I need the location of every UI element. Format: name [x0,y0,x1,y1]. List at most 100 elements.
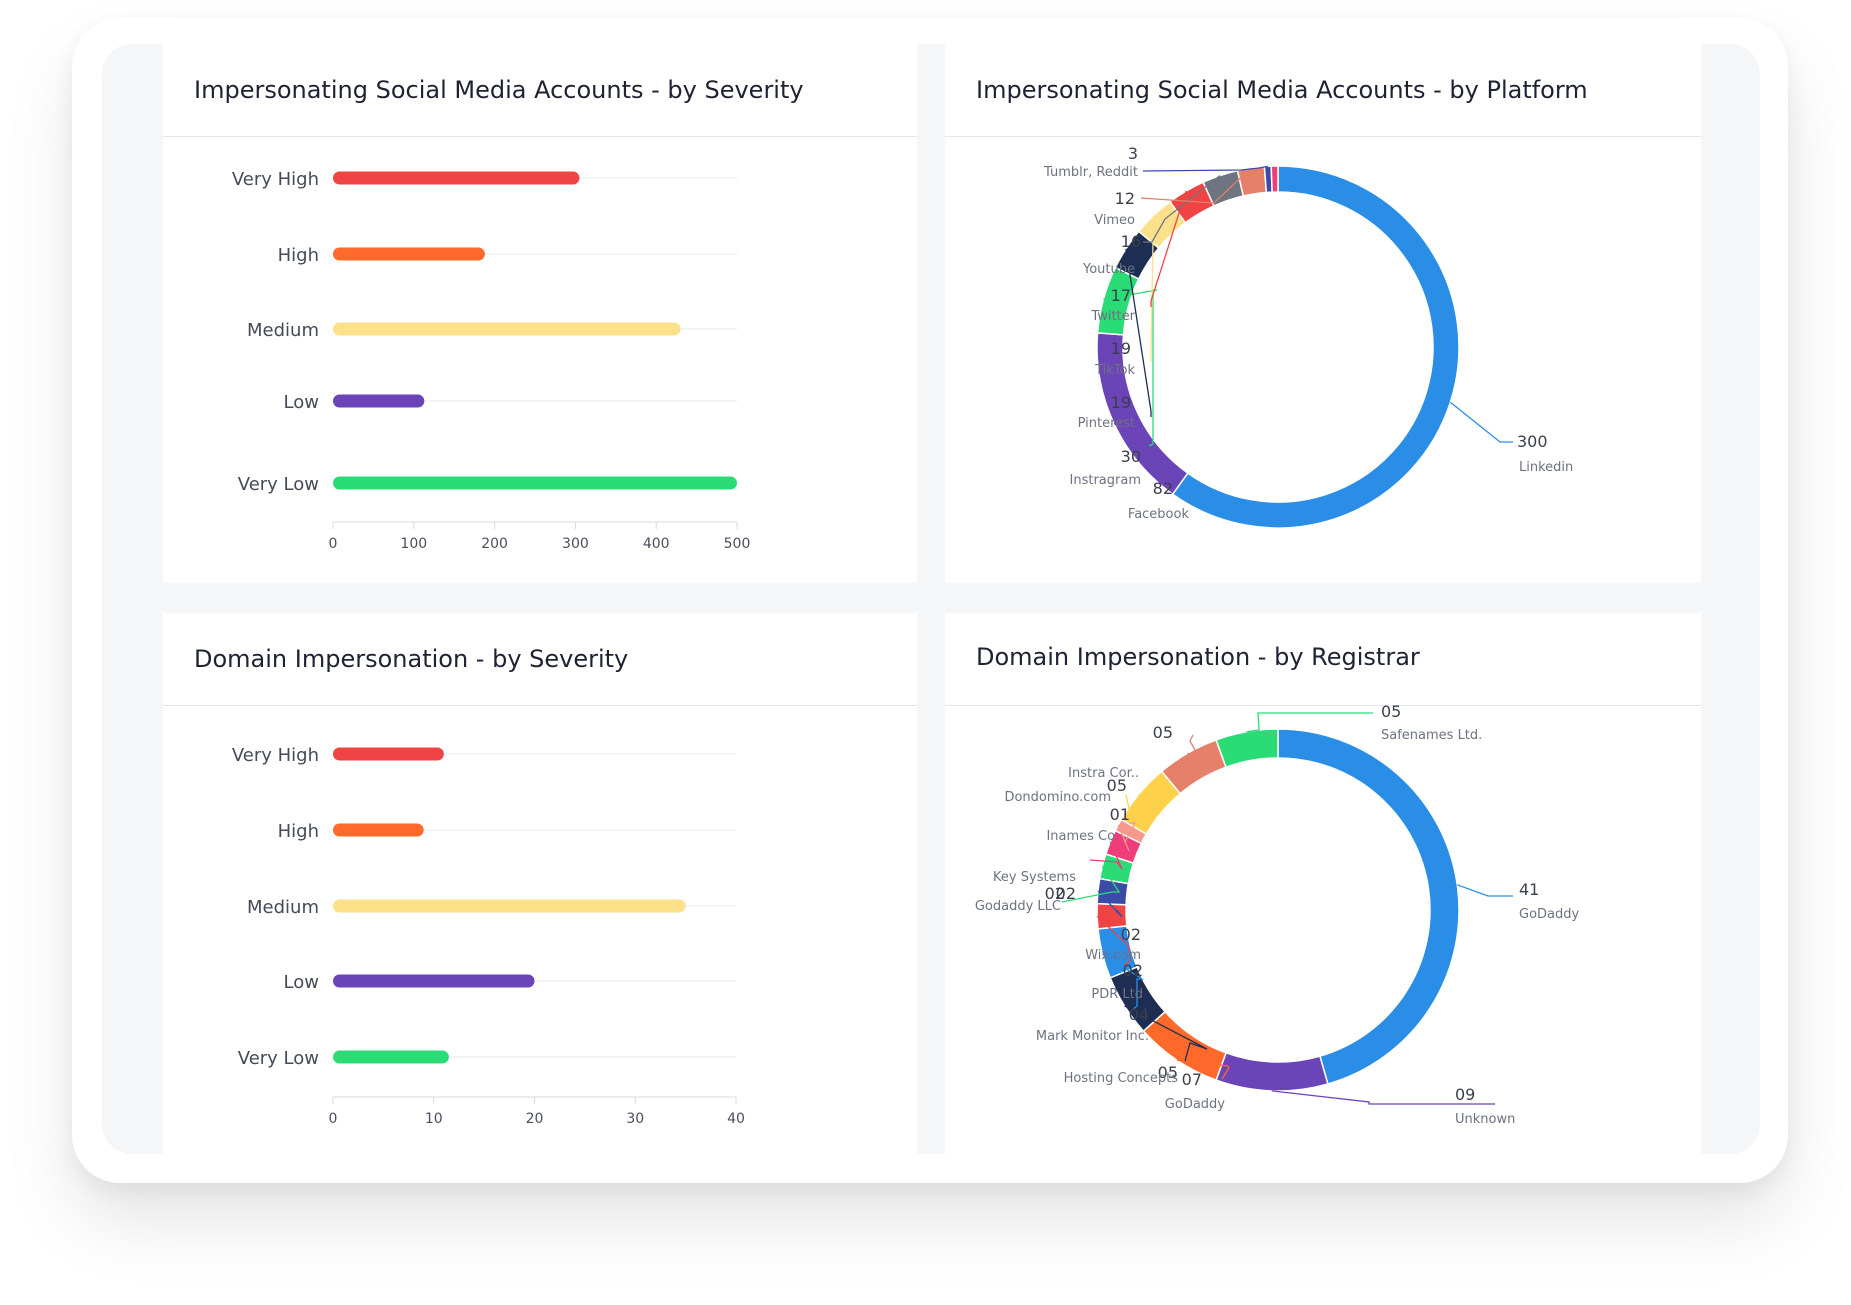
leader-line [1096,915,1131,966]
category-label-medium: Medium [247,897,319,918]
card-divider [163,136,917,137]
x-tick-label: 500 [724,536,751,552]
value-label: 05 [1381,702,1401,721]
name-label-dondomino-com: Dondomino.com [1004,790,1111,805]
category-label-high: High [278,821,319,842]
x-tick-label: 400 [643,536,670,552]
bar-very-low [333,1050,449,1064]
leader-line [1113,422,1182,473]
x-tick-label: 300 [562,536,589,552]
leader-line [1140,167,1252,204]
value-label: 09 [1455,1085,1475,1104]
leader-line [1246,712,1373,733]
category-label-very-low: Very Low [238,1048,319,1069]
bar-medium [333,322,681,336]
x-tick-label: 40 [727,1111,745,1127]
value-label: 07 [1182,1070,1202,1089]
name-label-key-systems: Key Systems [993,870,1076,885]
leader-line [1150,215,1155,362]
x-tick-label: 30 [626,1111,644,1127]
leader-line [1124,1005,1208,1062]
social-platform-title: Impersonating Social Media Accounts - by… [976,76,1588,104]
leader-line [1143,175,1221,243]
value-label: 02 [1121,925,1141,944]
social-severity-card: Impersonating Social Media Accounts - by… [163,44,917,583]
value-label: 12 [1115,189,1135,208]
value-label: 05 [1158,1063,1178,1082]
name-label-pdr-ltd: PDR Ltd [1091,987,1143,1002]
value-label: 41 [1519,880,1539,899]
name-label-facebook: Facebook [1128,507,1190,522]
name-label-tumblr-reddit: Tumblr, Reddit [1043,165,1138,180]
category-label-low: Low [284,972,319,993]
name-label-mark-monitor-inc: Mark Monitor Inc. [1036,1029,1149,1044]
leader-line [1176,1059,1230,1080]
domain-severity-card: Domain Impersonation - by Severity 0 10 20… [163,613,917,1154]
name-label-hosting-concepts: Hosting Concepts [1064,1071,1179,1086]
name-label-instra-cor: Instra Cor.. [1068,766,1139,781]
social-severity-title: Impersonating Social Media Accounts - by… [194,76,804,104]
leader-line [1089,841,1123,870]
bar-high [333,823,424,837]
value-label: 05 [1107,776,1127,795]
donut-slice-safenames-ltd [1215,728,1279,769]
leader-line [1150,190,1187,307]
leader-line [1125,248,1152,417]
x-tick-label: 100 [400,536,427,552]
leader-line [1271,1090,1495,1105]
leader-line [1449,401,1513,443]
leader-line [1142,165,1268,172]
name-label-godaddy-llc: Godaddy LLC [975,899,1061,914]
donut-slice-unlabeled [1270,165,1279,193]
bar-very-high [333,747,444,761]
name-label-twitter: Twitter [1090,309,1135,324]
value-label: 30 [1121,447,1141,466]
donut-slice-linkedin [1171,165,1460,529]
domain-severity-bar-chart: 0 10 20 30 40 Very High High Medium Low Very Low [232,745,745,1127]
leader-line [1457,884,1513,897]
value-label: 3 [1128,144,1138,163]
category-label-very-low: Very Low [238,474,319,495]
card-divider [945,705,1701,706]
donut-slice-godaddy [1277,728,1460,1085]
name-label-vimeo: Vimeo [1094,213,1135,228]
domain-severity-title: Domain Impersonation - by Severity [194,645,629,673]
value-label: 16 [1121,232,1141,251]
domain-registrar-title: Domain Impersonation - by Registrar [976,643,1420,671]
bar-very-low [333,476,737,490]
leader-line [1097,890,1123,918]
bar-high [333,247,485,261]
bar-low [333,394,425,408]
value-label: 17 [1111,286,1131,305]
category-label-medium: Medium [247,320,319,341]
name-label-instragram: Instragram [1070,473,1141,488]
leader-line [1103,289,1158,447]
name-label-youtube: Youtube [1082,262,1135,277]
value-label: 19 [1111,393,1131,412]
value-label: 300 [1517,432,1548,451]
name-label-unknown: Unknown [1455,1112,1515,1127]
name-label-godaddy: GoDaddy [1165,1097,1226,1112]
leader-line [1117,822,1137,852]
category-label-low: Low [284,392,319,413]
value-label: 19 [1111,339,1131,358]
value-label: 01 [1110,805,1130,824]
name-label-linkedin: Linkedin [1519,460,1573,475]
leader-line [1125,793,1140,823]
bar-very-high [333,171,580,185]
name-label-inames-co: Inames Co. [1046,829,1119,844]
name-label-safenames-ltd: Safenames Ltd. [1381,728,1482,743]
value-label: 05 [1153,723,1173,742]
category-label-high: High [278,245,319,266]
value-label: 02 [1123,961,1143,980]
leader-line [1102,953,1145,1011]
social-platform-donut-chart: 300 Linkedin 82 Facebook 30 Instragram 19 Pinte… [1043,144,1573,529]
domain-registrar-card: Domain Impersonation - by Registrar 41 Go… [945,613,1701,1154]
x-tick-label: 0 [329,1111,338,1127]
value-label: 04 [1129,1005,1149,1024]
x-tick-label: 10 [425,1111,443,1127]
leader-line [1187,734,1207,762]
value-label: 02 [1045,884,1065,903]
x-tick-label: 200 [481,536,508,552]
name-label-wix-com: Wix.com [1085,948,1141,963]
